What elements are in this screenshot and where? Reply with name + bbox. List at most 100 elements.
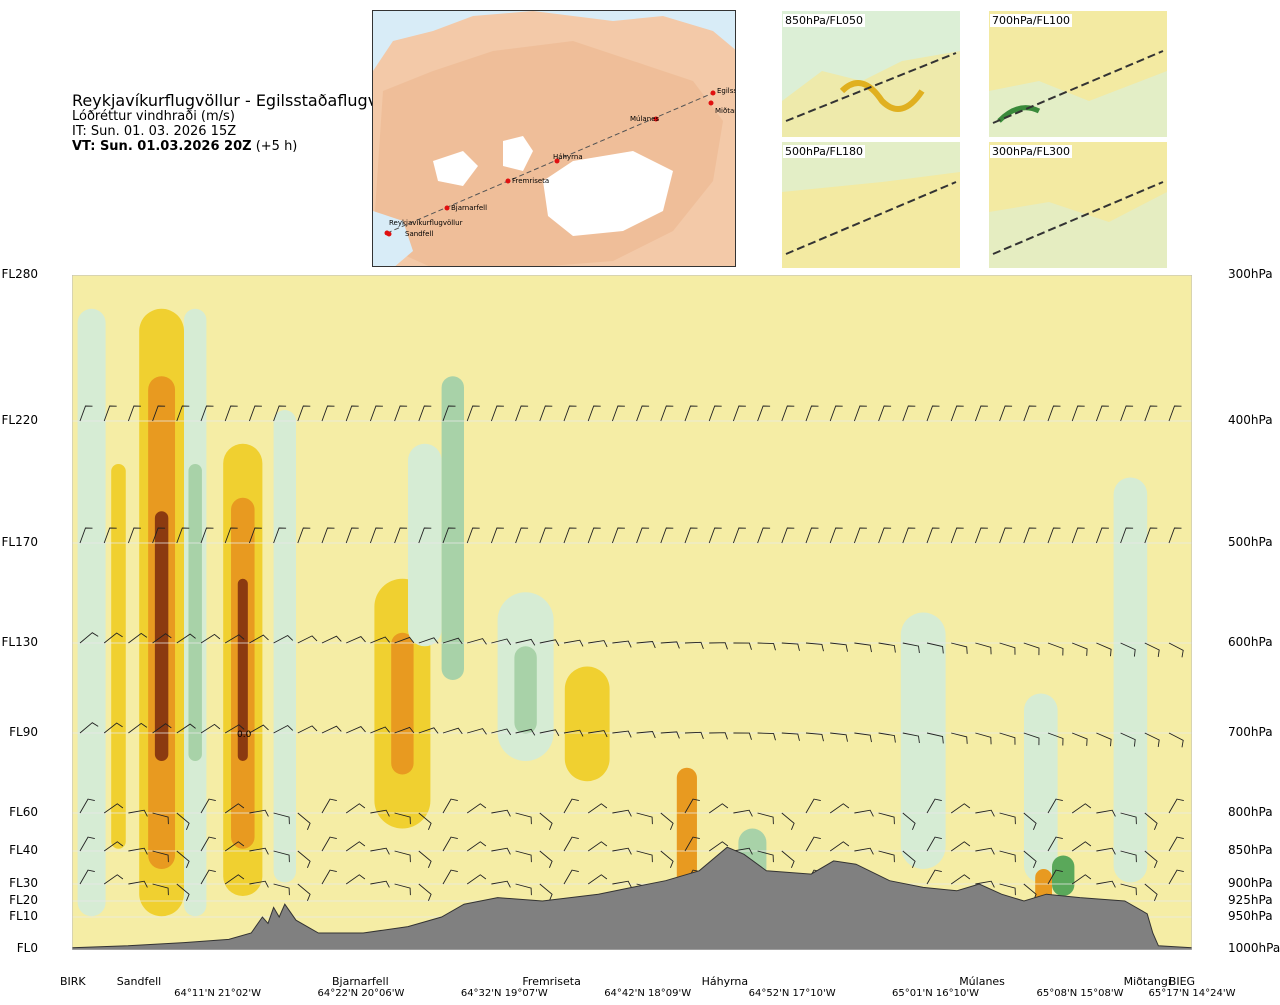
wind-barb <box>830 732 848 742</box>
wind-barb <box>346 726 366 734</box>
wind-barb <box>1096 880 1116 888</box>
wind-barb <box>321 869 337 885</box>
wind-barb <box>1023 732 1040 746</box>
wind-barb <box>127 405 141 422</box>
wind-barb <box>636 850 653 863</box>
wind-barb <box>467 638 487 645</box>
wind-barb <box>1023 527 1037 544</box>
wind-barb <box>79 527 93 544</box>
map-marker <box>710 90 716 96</box>
wind-barb <box>345 405 359 422</box>
wind-barb <box>660 850 674 868</box>
wind-barb <box>781 812 795 830</box>
wind-barb <box>926 732 944 744</box>
issue-time: IT: Sun. 01. 03. 2026 15Z <box>72 124 237 140</box>
wind-barb <box>708 841 729 852</box>
mini-map-300-svg <box>989 142 1167 268</box>
wind-barb <box>878 850 895 863</box>
wind-barb <box>829 405 843 422</box>
wind-barb <box>1047 732 1064 746</box>
vertical-velocity-field <box>77 308 1148 917</box>
wind-barb <box>418 812 432 830</box>
wind-barb <box>539 729 560 737</box>
wind-barb <box>249 724 269 734</box>
mini-map-850: 850hPa/FL050 <box>782 11 960 137</box>
wind-barb <box>999 812 1016 825</box>
mini-map-300-label: 300hPa/FL300 <box>990 145 1073 158</box>
wind-barb <box>854 809 874 817</box>
pressure-label-300: 300hPa <box>1228 267 1273 281</box>
wind-barb <box>1095 527 1109 544</box>
mini-map-500-label: 500hPa/FL180 <box>783 145 866 158</box>
wind-barb <box>273 883 290 896</box>
wind-barb <box>951 732 968 744</box>
wind-barb <box>805 527 819 544</box>
wind-barb <box>878 405 892 422</box>
wind-barb <box>951 642 968 654</box>
wind-barb <box>200 869 216 885</box>
wind-barb <box>1120 812 1137 825</box>
wind-barb <box>249 880 269 888</box>
wind-barb <box>224 634 245 644</box>
wind-barb <box>297 635 318 644</box>
pressure-label-925: 925hPa <box>1228 893 1273 907</box>
wind-barb <box>515 405 529 422</box>
wind-barb <box>1144 850 1158 868</box>
wind-barb <box>999 405 1013 422</box>
wind-barb <box>999 850 1016 863</box>
contour-label: 0.0 <box>237 730 252 740</box>
coordinate-label: 64°42'N 18°09'W <box>604 988 692 999</box>
wind-barb <box>346 636 366 644</box>
wind-barb <box>563 729 584 737</box>
route-map: Egilsstaðir Miðtangi Múlanes Háhyrna Fremris… <box>372 10 736 267</box>
wind-barb <box>103 722 123 734</box>
wind-barb <box>370 726 391 734</box>
wind-barb <box>830 642 848 652</box>
wind-barb <box>273 634 294 644</box>
fl-label-fl0: FL0 <box>16 941 38 955</box>
chart-subtitle: Lóðréttur vindhraði (m/s) <box>72 109 235 125</box>
map-place-label: Háhyrna <box>553 153 583 161</box>
wind-barb <box>249 634 269 644</box>
mini-map-500-svg <box>782 142 960 268</box>
wind-barb <box>757 405 771 422</box>
wind-barb <box>176 633 196 644</box>
wind-barb <box>684 836 700 852</box>
wind-barb <box>418 850 432 868</box>
fl-label-fl40: FL40 <box>9 843 38 857</box>
wind-barb <box>563 798 579 814</box>
wind-barb <box>926 869 942 885</box>
wind-barb <box>684 641 704 650</box>
wind-barb <box>587 405 601 422</box>
wind-barb <box>1168 798 1184 814</box>
wind-barb <box>418 883 432 901</box>
wind-barb <box>176 405 190 422</box>
wind-barb <box>611 405 625 422</box>
wind-barb <box>1047 798 1063 814</box>
wind-barb <box>853 405 867 422</box>
mini-map-700: 700hPa/FL100 <box>989 11 1167 137</box>
fl-label-fl220: FL220 <box>1 413 39 427</box>
wind-barb <box>636 731 656 739</box>
wind-barb <box>273 850 290 863</box>
wind-barb <box>345 841 366 852</box>
wind-barb <box>273 527 287 544</box>
wind-barb <box>926 405 940 422</box>
wind-barb <box>1095 405 1109 422</box>
wind-barb <box>926 642 944 654</box>
wind-barb <box>1144 732 1160 747</box>
wind-barb <box>394 850 411 863</box>
wind-barb <box>515 812 532 825</box>
wind-barb <box>805 836 821 852</box>
wind-barb <box>854 642 872 653</box>
wind-barb <box>733 642 752 650</box>
wind-barb <box>612 847 632 855</box>
wind-barb <box>950 874 971 885</box>
wind-barb <box>975 809 995 817</box>
wind-barb <box>781 732 800 741</box>
pressure-label-600: 600hPa <box>1228 635 1273 649</box>
wind-barb <box>636 641 656 649</box>
wind-barb <box>394 726 415 734</box>
wind-barb <box>103 405 117 422</box>
wind-barb <box>709 732 728 740</box>
